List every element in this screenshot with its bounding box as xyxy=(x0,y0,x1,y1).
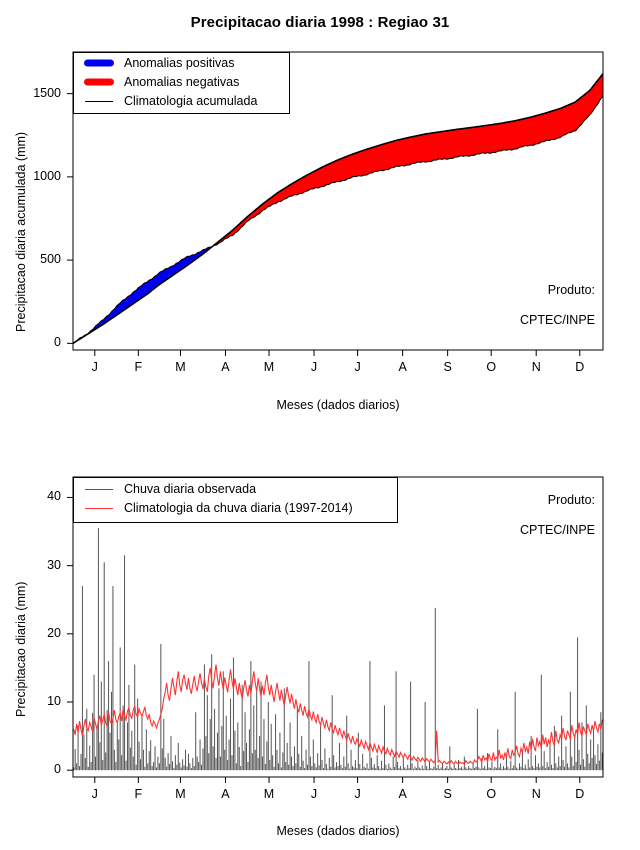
negative-anomaly-band xyxy=(213,73,604,246)
bottom-x-tick-label: F xyxy=(134,787,143,801)
top-x-tick-label: O xyxy=(486,360,497,374)
legend-item: Climatologia acumulada xyxy=(84,94,257,108)
top-y-tick-label: 500 xyxy=(40,252,61,267)
bottom-x-tick-label: N xyxy=(531,787,541,801)
top-y-tick-label: 1000 xyxy=(33,168,61,183)
bottom-x-tick-label: O xyxy=(486,787,497,801)
bottom-y-tick-label: 20 xyxy=(47,625,61,640)
top-x-tick-label: J xyxy=(354,360,361,374)
bottom-x-tick-label: A xyxy=(398,787,407,801)
positive-anomaly-band xyxy=(73,245,214,344)
bottom-y-tick-label: 40 xyxy=(47,489,61,504)
bottom-legend: Chuva diaria observada Climatologia da ch… xyxy=(73,477,398,523)
bottom-produto-line2: CPTEC/INPE xyxy=(519,523,595,537)
bottom-y-tick-label: 10 xyxy=(47,694,61,708)
top-x-tick-label: S xyxy=(443,360,452,374)
top-x-tick-label: F xyxy=(134,360,143,374)
legend-swatch-icon xyxy=(84,75,114,89)
bottom-x-tick-label: J xyxy=(354,787,361,801)
page-title: Precipitacao diaria 1998 : Regiao 31 xyxy=(190,14,450,31)
top-x-tick-label: A xyxy=(398,360,407,374)
bottom-x-tick-label: J xyxy=(91,787,98,801)
legend-line-icon xyxy=(84,94,114,108)
accumulated-precipitation-chart: Precipitacao diaria acumulada (mm) Meses… xyxy=(0,40,640,420)
top-legend: Anomalias positivas Anomalias negativas Cl… xyxy=(73,52,290,114)
top-y-tick-label: 0 xyxy=(54,335,61,350)
top-x-tick-label: M xyxy=(263,360,275,374)
bottom-produto-credit: Produto: CPTEC/INPE xyxy=(420,478,595,538)
daily-observed-bars xyxy=(73,528,603,771)
legend-item: Chuva diaria observada xyxy=(84,482,256,496)
top-x-tick-label: N xyxy=(531,360,541,374)
legend-item-label: Anomalias positivas xyxy=(124,56,235,70)
bottom-x-tick-label: S xyxy=(443,787,452,801)
legend-item: Anomalias negativas xyxy=(84,75,239,89)
top-x-tick-label: J xyxy=(310,360,318,374)
climatology-accumulated-line xyxy=(72,73,604,345)
observed-accumulated-line xyxy=(72,95,604,344)
bottom-produto-line1: Produto: xyxy=(547,493,595,507)
daily-precipitation-chart: Precipitacao diaria (mm) Meses (dados di… xyxy=(0,462,640,850)
legend-item: Anomalias positivas xyxy=(84,56,234,70)
top-x-tick-label: M xyxy=(175,360,186,374)
top-produto-line2: CPTEC/INPE xyxy=(519,313,595,327)
top-x-tick-label: J xyxy=(91,360,98,374)
bottom-y-tick-label: 30 xyxy=(47,557,61,572)
legend-item-label: Chuva diaria observada xyxy=(124,482,257,496)
bottom-x-tick-label: A xyxy=(221,787,230,801)
legend-swatch-icon xyxy=(84,56,114,70)
bottom-x-tick-label: M xyxy=(263,787,275,801)
top-x-tick-label: A xyxy=(221,360,230,374)
legend-line-icon xyxy=(84,482,114,496)
top-x-axis-label: Meses (dados diarios) xyxy=(276,398,400,412)
legend-item-label: Climatologia da chuva diaria (1997-2014) xyxy=(124,501,353,515)
daily-climatology-line xyxy=(73,664,603,765)
top-x-tick-label: D xyxy=(575,360,585,374)
bottom-x-tick-label: M xyxy=(175,787,186,801)
bottom-x-tick-label: J xyxy=(310,787,318,801)
legend-line-icon xyxy=(84,501,114,515)
legend-item-label: Anomalias negativas xyxy=(124,75,240,89)
bottom-x-axis-label: Meses (dados diarios) xyxy=(276,824,400,838)
bottom-chart-canvas xyxy=(67,476,604,783)
top-plot-frame xyxy=(72,51,604,351)
bottom-x-tick-label: D xyxy=(575,787,585,801)
top-chart-canvas xyxy=(67,51,604,356)
top-y-axis-label: Precipitacao diaria acumulada (mm) xyxy=(14,131,28,332)
bottom-y-tick-label: 0 xyxy=(54,762,61,777)
top-y-tick-label: 1500 xyxy=(33,85,61,100)
top-produto-credit: Produto: CPTEC/INPE xyxy=(420,268,595,328)
top-produto-line1: Produto: xyxy=(547,283,595,297)
legend-item: Climatologia da chuva diaria (1997-2014) xyxy=(84,501,353,515)
legend-item-label: Climatologia acumulada xyxy=(124,94,258,108)
